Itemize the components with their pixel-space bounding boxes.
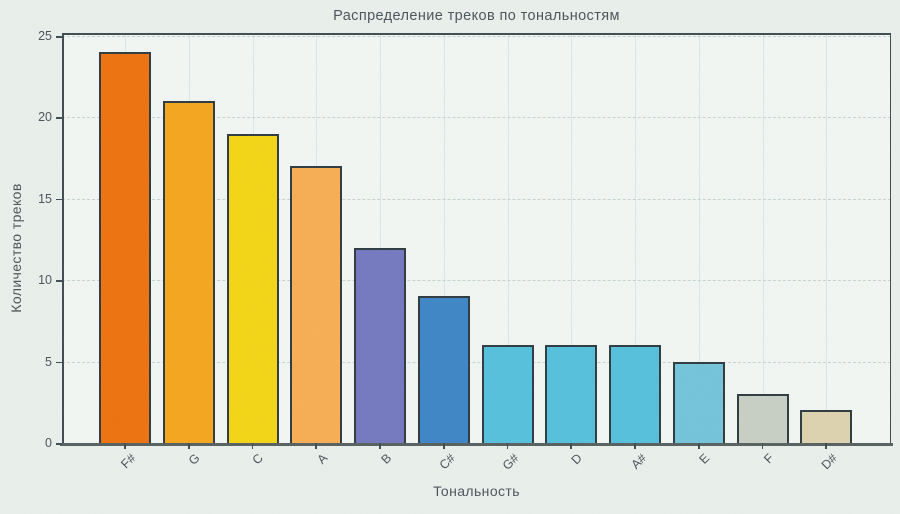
bar: [226, 133, 279, 443]
x-tick-mark: [315, 443, 318, 449]
bar: [354, 247, 406, 443]
y-tick-mark: [56, 198, 62, 201]
x-tick-label-text: C#: [436, 451, 458, 473]
bar: [481, 345, 534, 443]
y-tick-mark: [56, 117, 62, 119]
horizontal-gridline: [62, 36, 891, 37]
bar: [99, 52, 151, 443]
top-spine: [62, 33, 891, 35]
vertical-gridline: [826, 33, 828, 443]
bar: [417, 296, 470, 443]
x-tick-mark: [251, 443, 254, 449]
bar: [609, 345, 661, 443]
x-tick-label-text: F: [761, 451, 777, 467]
y-tick-label: 20: [38, 110, 52, 125]
x-tick-label-text: A: [314, 451, 331, 467]
x-tick-mark: [825, 443, 828, 449]
y-tick-label: 10: [38, 273, 52, 288]
right-spine: [889, 33, 891, 443]
bar: [545, 345, 598, 443]
x-tick-mark: [570, 443, 573, 449]
x-tick-mark: [442, 443, 445, 449]
x-tick-mark: [697, 443, 700, 449]
x-tick-label-text: G: [185, 451, 203, 468]
y-tick-label: 25: [38, 29, 52, 43]
x-tick-label-text: D#: [818, 451, 841, 473]
x-axis-label: Тональность: [433, 483, 520, 499]
x-tick-label-text: C: [250, 451, 267, 468]
x-tick-label-text: B: [378, 451, 394, 467]
y-tick-mark: [56, 443, 62, 445]
bar: [290, 166, 343, 443]
x-tick-label-text: D: [568, 451, 586, 468]
y-axis-label: Количество треков: [8, 183, 24, 313]
y-tick-mark: [56, 36, 62, 38]
x-axis-line: [60, 443, 893, 446]
x-tick-label-text: F#: [118, 451, 139, 472]
bar: [736, 394, 789, 443]
x-tick-mark: [634, 443, 636, 449]
x-tick-mark: [187, 443, 190, 449]
y-tick-label: 5: [45, 354, 52, 369]
x-tick-mark: [124, 443, 126, 449]
x-tick-label-text: G#: [499, 451, 522, 473]
x-tick-mark: [379, 443, 381, 449]
y-tick-mark: [56, 361, 62, 364]
bar: [800, 410, 853, 443]
x-tick-label-text: E: [696, 451, 713, 467]
vertical-gridline: [762, 33, 764, 443]
bar: [672, 361, 725, 443]
chart-title: Распределение треков по тональностям: [333, 8, 620, 24]
x-tick-label-text: A#: [628, 451, 649, 472]
y-tick-label: 0: [45, 436, 52, 450]
x-tick-mark: [761, 443, 764, 449]
plot-area: [62, 33, 891, 443]
y-tick-label: 15: [38, 191, 52, 206]
left-spine: [62, 33, 64, 443]
x-tick-mark: [506, 443, 509, 449]
y-tick-mark: [56, 280, 62, 282]
bar: [162, 101, 215, 443]
